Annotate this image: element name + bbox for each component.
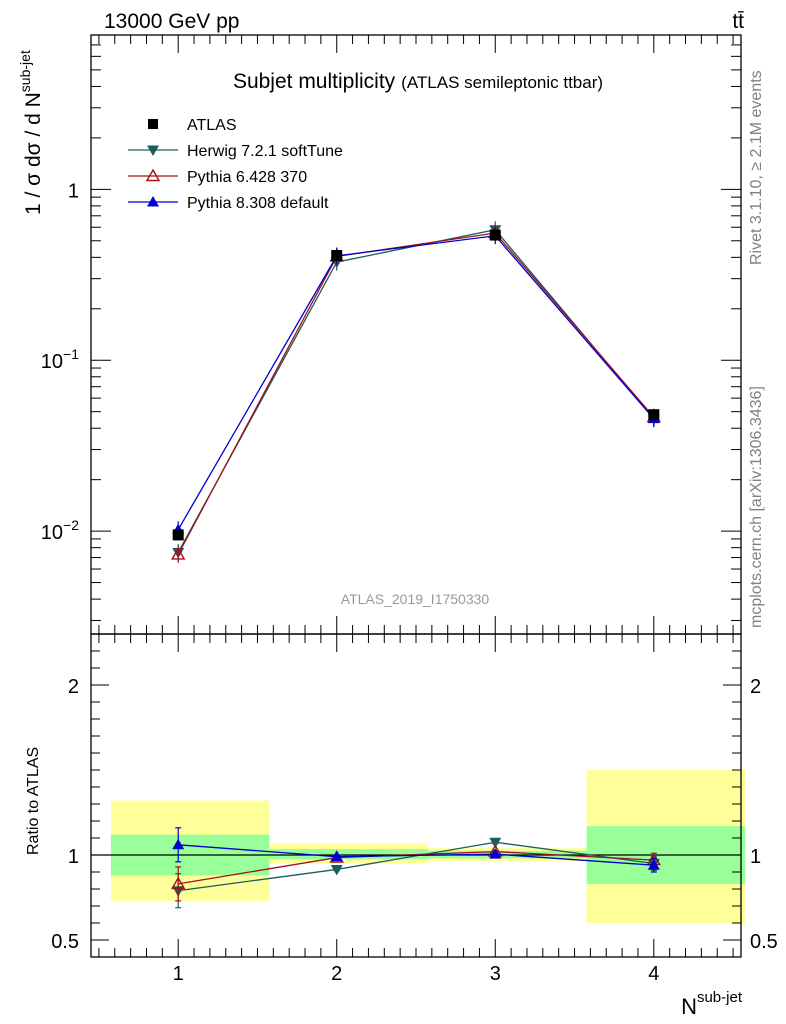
legend-label-3: Pythia 8.308 default [187,195,329,212]
legend-label-2: Pythia 6.428 370 [187,169,307,186]
ratio-data-layer [91,827,741,909]
y-tick-label-main-base: 10 [41,351,63,373]
band-green-1 [269,849,428,860]
data-point-2 [489,229,501,241]
main-axis-ticks: 10−210−11 [41,34,741,634]
data-point-0 [172,529,184,541]
data-point-1 [331,250,343,262]
y-tick-label-ratio-right-1: 1 [750,846,761,868]
series-point-1-0 [170,547,186,560]
legend-label-0: ATLAS [187,117,237,134]
legend-marker-3 [147,196,159,207]
legend-marker-0 [148,119,158,129]
x-axis-label-base: N [681,994,697,1019]
y-tick-label-ratio-left-1: 1 [68,846,79,868]
chart-title-group: Subjet multiplicity (ATLAS semileptonic t… [233,70,603,93]
mcplots-note: mcplots.cern.ch [arXiv:1306.3436] [748,386,765,628]
y-tick-label-main-base: 10 [41,522,63,544]
y-tick-label-ratio-left-0: 0.5 [51,931,79,953]
main-panel: 10−210−11 [41,34,742,635]
ratio-panel: 0.5 0.5 1 1 2 2 1 2 3 4 [51,633,778,985]
data-point-3 [648,409,660,421]
ratio-point-2-1 [330,850,343,862]
energy-label: 13000 GeV pp [104,10,239,33]
analysis-label: ATLAS_2019_I1750330 [341,591,490,607]
x-tick-label-3: 4 [648,963,659,985]
x-tick-label-0: 1 [173,963,184,985]
x-axis-label: Nsub-jet [681,989,743,1019]
chart-title: Subjet multiplicity [233,70,396,93]
ratio-line-2 [178,844,654,866]
y-tick-label-ratio-right-2: 2 [750,676,761,698]
series-line-1 [177,232,655,555]
y-tick-label-main-2: 1 [68,180,79,202]
y-axis-label-main-sup: sub-jet [17,50,33,92]
y-tick-label-main-0: 10−2 [41,517,79,544]
y-tick-label-main-1: 10−1 [41,346,79,373]
x-tick-label-1: 2 [331,963,342,985]
ratio-line-1 [178,850,654,885]
ratio-axis-ticks: 0.5 0.5 1 1 2 2 1 2 3 4 [51,634,778,985]
y-tick-label-ratio-left-2: 2 [68,676,79,698]
ratio-point-2-3 [647,859,660,870]
legend-marker-2 [145,168,161,182]
chart-subtitle: (ATLAS semileptonic ttbar) [401,73,603,92]
series-line-2 [177,235,655,530]
y-axis-label-ratio: Ratio to ATLAS [25,747,42,855]
rivet-note: Rivet 3.1.10, ≥ 2.1M events [748,70,765,265]
ratio-point-0-2 [489,837,502,849]
legend-marker-1 [147,145,159,156]
process-label: tt̄ [732,10,744,33]
ratio-point-1-0 [170,876,186,890]
main-data-layer [170,221,662,563]
y-tick-label-ratio-right-0: 0.5 [750,931,778,953]
y-tick-label-main-base: 1 [68,180,79,202]
x-tick-label-2: 3 [490,963,501,985]
legend-label-1: Herwig 7.2.1 softTune [187,143,343,160]
ratio-point-0-1 [330,864,343,876]
ratio-point-2-0 [172,838,185,850]
legend: ATLAS Herwig 7.2.1 softTune Pythia 6.428 3… [128,117,343,212]
y-axis-label-main-text: 1 / σ dσ / d N [22,92,45,215]
series-line-0 [177,229,655,553]
y-axis-label-main: 1 / σ dσ / d Nsub-jet [17,50,45,215]
y-tick-label-main-exp: −2 [63,517,79,533]
ratio-point-2-2 [489,848,502,859]
y-tick-label-main-exp: −1 [63,346,79,362]
x-axis-label-sup: sub-jet [697,989,743,1006]
